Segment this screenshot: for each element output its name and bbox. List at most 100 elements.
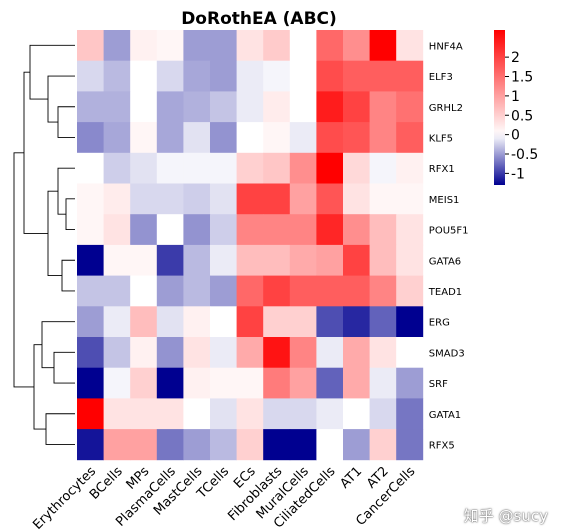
heatmap-cell bbox=[130, 306, 158, 338]
heatmap-cell bbox=[316, 244, 344, 276]
heatmap-cell bbox=[156, 337, 184, 369]
heatmap-cell bbox=[236, 337, 264, 369]
heatmap-cell bbox=[156, 367, 184, 399]
heatmap-cell bbox=[130, 214, 158, 246]
heatmap-cell bbox=[210, 60, 237, 92]
heatmap-cell bbox=[343, 275, 370, 307]
heatmap-cell bbox=[343, 214, 370, 246]
heatmap-cell bbox=[130, 429, 158, 461]
row-label: ERG bbox=[429, 318, 450, 329]
row-label: POU5F1 bbox=[429, 226, 469, 237]
heatmap-cell bbox=[369, 275, 397, 307]
heatmap-cell bbox=[210, 398, 237, 430]
heatmap-cell bbox=[289, 275, 317, 307]
heatmap-cell bbox=[130, 60, 158, 92]
colorbar-tick-label: 2 bbox=[511, 50, 520, 66]
heatmap-cell bbox=[343, 183, 370, 215]
heatmap-cell bbox=[130, 152, 158, 184]
heatmap-cell bbox=[396, 60, 424, 92]
heatmap-cell bbox=[289, 398, 317, 430]
heatmap-cell bbox=[316, 398, 344, 430]
heatmap-cell bbox=[343, 91, 370, 123]
heatmap-cell bbox=[369, 367, 397, 399]
heatmap-cell bbox=[210, 91, 237, 123]
heatmap-cell bbox=[369, 91, 397, 123]
dendrogram-link bbox=[57, 106, 75, 138]
heatmap-cell bbox=[156, 30, 184, 62]
heatmap-cell bbox=[396, 306, 424, 338]
heatmap-cell bbox=[263, 429, 291, 461]
heatmap-cell bbox=[103, 429, 131, 461]
heatmap-cell bbox=[369, 429, 397, 461]
heatmap-cell bbox=[343, 60, 370, 92]
heatmap-cell bbox=[183, 214, 211, 246]
heatmap-cell bbox=[103, 183, 131, 215]
heatmap-cell bbox=[263, 60, 291, 92]
heatmap-cell bbox=[103, 91, 131, 123]
heatmap-cell bbox=[103, 30, 131, 62]
chart-title: DoRothEA (ABC) bbox=[181, 9, 337, 29]
heatmap-cell bbox=[343, 244, 370, 276]
heatmap-cell bbox=[289, 429, 317, 461]
dendrogram-link bbox=[45, 413, 75, 445]
heatmap-cell bbox=[369, 183, 397, 215]
row-label: KLF5 bbox=[429, 133, 453, 144]
column-labels: ErythrocytesBCellsMPsPlasmaCellsMastCell… bbox=[30, 464, 418, 532]
heatmap-cell bbox=[369, 306, 397, 338]
heatmap-cell bbox=[263, 91, 291, 123]
heatmap-cell bbox=[343, 398, 370, 430]
heatmap-cell bbox=[316, 306, 344, 338]
heatmap-cell bbox=[316, 275, 344, 307]
heatmap-cell bbox=[396, 275, 424, 307]
heatmap-cell bbox=[396, 244, 424, 276]
heatmap-cell bbox=[396, 337, 424, 369]
heatmap-cell bbox=[289, 244, 317, 276]
heatmap-cell bbox=[156, 60, 184, 92]
heatmap-cell bbox=[130, 183, 158, 215]
heatmap-cell bbox=[316, 214, 344, 246]
heatmap-cell bbox=[236, 183, 264, 215]
heatmap-cell bbox=[236, 60, 264, 92]
heatmap-cell bbox=[316, 429, 344, 461]
heatmap-cell bbox=[236, 306, 264, 338]
heatmap-cell bbox=[289, 122, 317, 154]
dendrogram-link bbox=[41, 321, 75, 369]
colorbar-scale bbox=[494, 30, 505, 185]
heatmap-cell bbox=[183, 367, 211, 399]
heatmap-cell bbox=[183, 429, 211, 461]
heatmap-cell bbox=[369, 30, 397, 62]
heatmap-cell bbox=[210, 337, 237, 369]
heatmap-cell bbox=[130, 91, 158, 123]
heatmap-cell bbox=[236, 398, 264, 430]
heatmap-cell bbox=[183, 122, 211, 154]
heatmap-cell bbox=[130, 367, 158, 399]
heatmap-cell bbox=[77, 429, 104, 461]
heatmap-cell bbox=[130, 30, 158, 62]
heatmap-cell bbox=[289, 214, 317, 246]
heatmap-cell bbox=[103, 122, 131, 154]
heatmap-cell bbox=[77, 244, 104, 276]
heatmap-cell bbox=[210, 214, 237, 246]
row-label: GRHL2 bbox=[429, 103, 463, 114]
heatmap-cell bbox=[77, 398, 104, 430]
dendrogram-link bbox=[13, 152, 34, 388]
heatmap-cell bbox=[210, 306, 237, 338]
colorbar-tick-label: -0.5 bbox=[511, 147, 538, 163]
row-label: RFX5 bbox=[429, 440, 455, 451]
heatmap-cell bbox=[183, 275, 211, 307]
heatmap-cell bbox=[316, 60, 344, 92]
heatmap-cell bbox=[236, 214, 264, 246]
heatmap-cell bbox=[103, 337, 131, 369]
heatmap-cell bbox=[396, 183, 424, 215]
heatmap-cell bbox=[130, 275, 158, 307]
heatmap-cell bbox=[236, 30, 264, 62]
heatmap-cell bbox=[103, 244, 131, 276]
heatmap-cell bbox=[236, 152, 264, 184]
heatmap-cell bbox=[210, 183, 237, 215]
heatmap-cell bbox=[369, 122, 397, 154]
heatmap-cell bbox=[263, 244, 291, 276]
heatmap-cell bbox=[316, 30, 344, 62]
heatmap-cell bbox=[343, 337, 370, 369]
heatmap-cell bbox=[156, 183, 184, 215]
heatmap-cell bbox=[396, 398, 424, 430]
